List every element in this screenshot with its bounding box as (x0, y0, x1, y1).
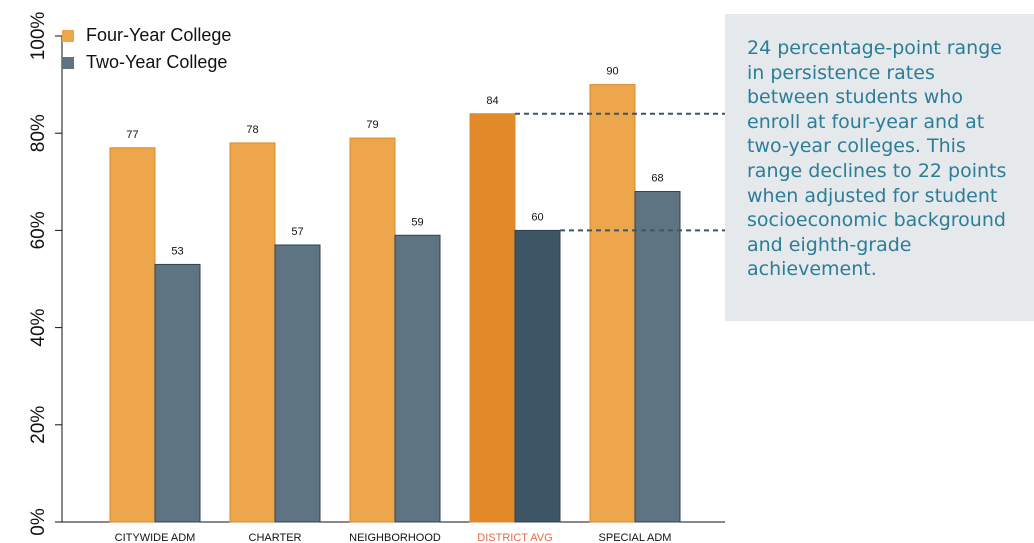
x-axis-labels: CITYWIDE ADM CHARTER NEIGHBORHOOD DISTRICT … (115, 532, 672, 543)
bar-two-year (394, 234, 441, 523)
legend: Four-Year College Two-Year College (62, 22, 231, 76)
bar-value-label: 57 (291, 226, 303, 238)
legend-swatch-two-year (62, 56, 74, 69)
x-tick-label: SPECIAL ADM (599, 532, 672, 543)
bar-value-label: 84 (486, 95, 498, 107)
bar-four-year (229, 142, 276, 523)
x-tick-label: CITYWIDE ADM (115, 532, 196, 543)
reference-lines (515, 112, 725, 232)
x-tick-label: DISTRICT AVG (477, 532, 552, 543)
legend-swatch-four-year (62, 29, 74, 42)
bar-value-label: 60 (531, 211, 543, 223)
bar-value-label: 78 (246, 124, 258, 136)
bar-value-label: 68 (651, 173, 663, 185)
bar-two-year (634, 191, 681, 523)
callout-box: 24 percentage-point range in persistence… (725, 14, 1034, 321)
y-tick-label: 60% (28, 211, 49, 249)
bar-two-year (514, 229, 561, 523)
x-tick-label: CHARTER (249, 532, 302, 543)
legend-item-two-year: Two-Year College (62, 49, 231, 76)
legend-label-four-year: Four-Year College (86, 25, 232, 45)
bar-four-year (349, 137, 396, 523)
bar-value-label: 77 (126, 129, 138, 141)
x-tick-label: NEIGHBORHOOD (349, 532, 441, 543)
bar-two-year (154, 263, 201, 523)
legend-item-four-year: Four-Year College (62, 22, 231, 49)
callout-text: 24 percentage-point range in persistence… (747, 37, 1007, 281)
bar-value-label: 79 (366, 119, 378, 131)
bar-value-label: 90 (606, 66, 618, 78)
bar-four-year (109, 147, 156, 523)
bar-two-year (274, 244, 321, 523)
bar-value-label: 59 (411, 216, 423, 228)
y-tick-label: 20% (28, 406, 49, 444)
bar-four-year (469, 113, 516, 523)
y-tick-label: 100% (28, 12, 49, 61)
value-labels: 77 53 78 57 79 59 84 60 90 68 (126, 66, 663, 258)
y-tick-label: 80% (28, 114, 49, 152)
bar-four-year (589, 84, 636, 523)
bar-value-label: 53 (171, 245, 183, 257)
legend-label-two-year: Two-Year College (86, 52, 228, 72)
bars-group (109, 84, 681, 523)
y-tick-label: 0% (28, 508, 49, 536)
y-tick-label: 40% (28, 308, 49, 346)
